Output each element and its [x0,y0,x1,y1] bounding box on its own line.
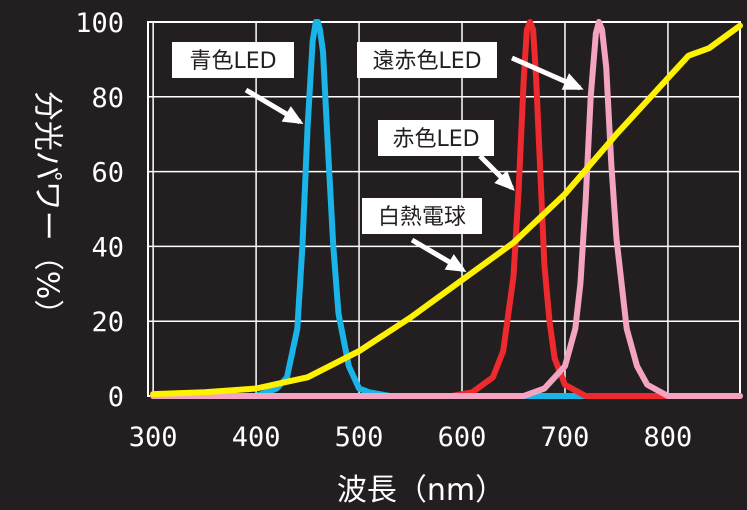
y-tick-label-5: 100 [75,8,124,39]
y-tick-labels: 0 20 40 60 80 100 [75,8,124,413]
annotation-box-2 [378,120,494,156]
annotation-label-3: 白熱電球 [378,205,466,230]
annotation-box-1 [357,42,497,78]
annotation-box-3 [362,198,482,234]
annotation-arrowhead-1 [561,73,584,90]
annotation-label-1: 遠赤色LED [372,49,481,74]
series-layer [150,19,743,399]
series-line-3 [150,22,743,398]
x-tick-labels: 300 400 500 600 700 800 [129,422,693,453]
x-tick-label-2: 500 [335,422,384,453]
y-axis-title: 分光パワー（%） [30,91,65,330]
x-tick-label-5: 800 [644,422,693,453]
series-line-1 [150,19,743,399]
annotation-box-0 [172,42,294,78]
y-tick-label-1: 20 [91,307,124,338]
annotation-label-0: 青色LED [189,49,276,74]
annotation-arrowhead-2 [494,170,515,191]
annotation-arrowhead-0 [281,106,304,125]
x-tick-label-1: 400 [232,422,281,453]
x-tick-label-3: 600 [438,422,487,453]
series-line-0 [150,19,743,399]
x-tick-label-0: 300 [129,422,178,453]
y-tick-label-4: 80 [91,83,124,114]
annotation-label-2: 赤色LED [392,127,479,152]
x-axis-title: 波長（nm） [337,473,505,508]
grid [148,21,740,397]
y-tick-label-2: 40 [91,232,124,263]
annotation-arrowhead-3 [444,254,467,273]
x-tick-label-4: 700 [541,422,590,453]
y-tick-label-3: 60 [91,158,124,189]
y-tick-label-0: 0 [108,382,124,413]
annotations: 青色LED 遠赤色LED 赤色LED 白熱電球 [172,42,584,273]
series-line-2 [150,19,743,399]
